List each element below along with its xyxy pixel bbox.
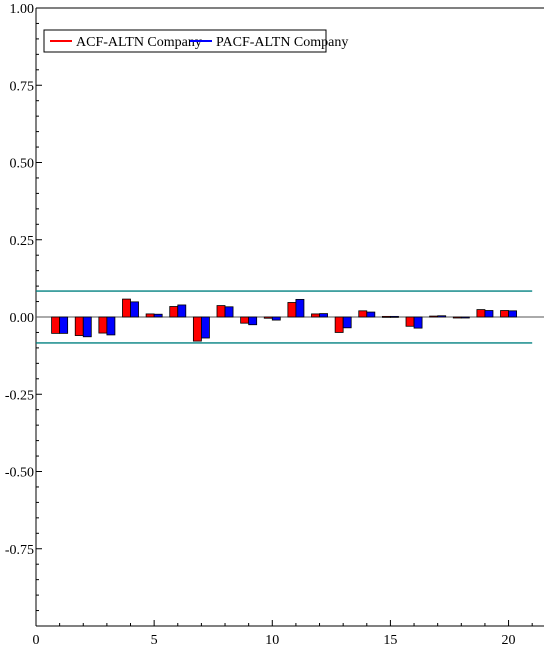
bar	[240, 316, 250, 324]
y-tick-label: -0.25	[5, 388, 34, 403]
bar	[153, 313, 163, 318]
y-tick-label: 0.25	[10, 234, 35, 249]
bar	[192, 316, 202, 342]
x-axis: 0 5 10 15 20	[33, 620, 533, 648]
y-tick-label: -0.75	[5, 543, 34, 558]
bar	[311, 313, 320, 318]
y-tick-label: 0.00	[10, 311, 35, 326]
y-axis: 1.00 0.75 0.50 0.25 0.00 -0.25 -0.50 -0.75	[5, 2, 42, 612]
bar	[390, 315, 399, 318]
bar	[216, 305, 226, 318]
x-tick-label: 5	[151, 633, 158, 648]
bar-series-group	[51, 298, 517, 342]
bar	[82, 316, 92, 338]
bar	[224, 306, 234, 318]
y-tick-label: 1.00	[10, 2, 35, 17]
bar	[169, 306, 179, 318]
bar	[177, 304, 187, 318]
bar	[381, 315, 391, 318]
bar	[358, 310, 368, 318]
bar-series-0	[51, 298, 509, 342]
bar	[263, 316, 273, 319]
x-tick-label: 15	[383, 633, 397, 648]
bar	[248, 316, 258, 326]
x-tick-label: 20	[502, 633, 516, 648]
bar	[484, 310, 494, 318]
bar	[334, 316, 344, 333]
bar	[295, 298, 305, 318]
bar	[51, 316, 61, 334]
bar	[145, 313, 155, 318]
bar	[413, 316, 423, 329]
bar	[437, 315, 447, 318]
bar	[460, 316, 470, 319]
bar	[287, 302, 297, 318]
bar	[122, 298, 131, 318]
bar	[106, 316, 116, 336]
legend-label: ACF-ALTN Company	[76, 35, 202, 50]
bar	[342, 316, 352, 329]
bar	[452, 316, 462, 319]
bar	[405, 316, 415, 327]
bar	[74, 316, 84, 336]
x-tick-label: 10	[265, 633, 279, 648]
bar	[98, 316, 108, 334]
confidence-band-group	[36, 290, 533, 344]
bar	[200, 316, 210, 339]
bar	[130, 301, 139, 318]
bar	[508, 310, 517, 318]
y-tick-label: -0.50	[5, 466, 34, 481]
bar	[59, 316, 69, 334]
legend: ACF-ALTN Company PACF-ALTN Company	[43, 29, 348, 53]
y-tick-label: 0.75	[10, 79, 35, 94]
bar	[271, 316, 281, 321]
bar	[366, 311, 376, 318]
bar	[319, 313, 328, 318]
y-tick-label: 0.50	[10, 157, 35, 172]
legend-box	[43, 29, 327, 53]
x-tick-label: 0	[33, 633, 40, 648]
bar	[476, 309, 486, 318]
bar-series-1	[59, 298, 517, 339]
legend-label: PACF-ALTN Company	[216, 35, 348, 50]
bar	[429, 315, 439, 318]
bar	[500, 310, 509, 318]
